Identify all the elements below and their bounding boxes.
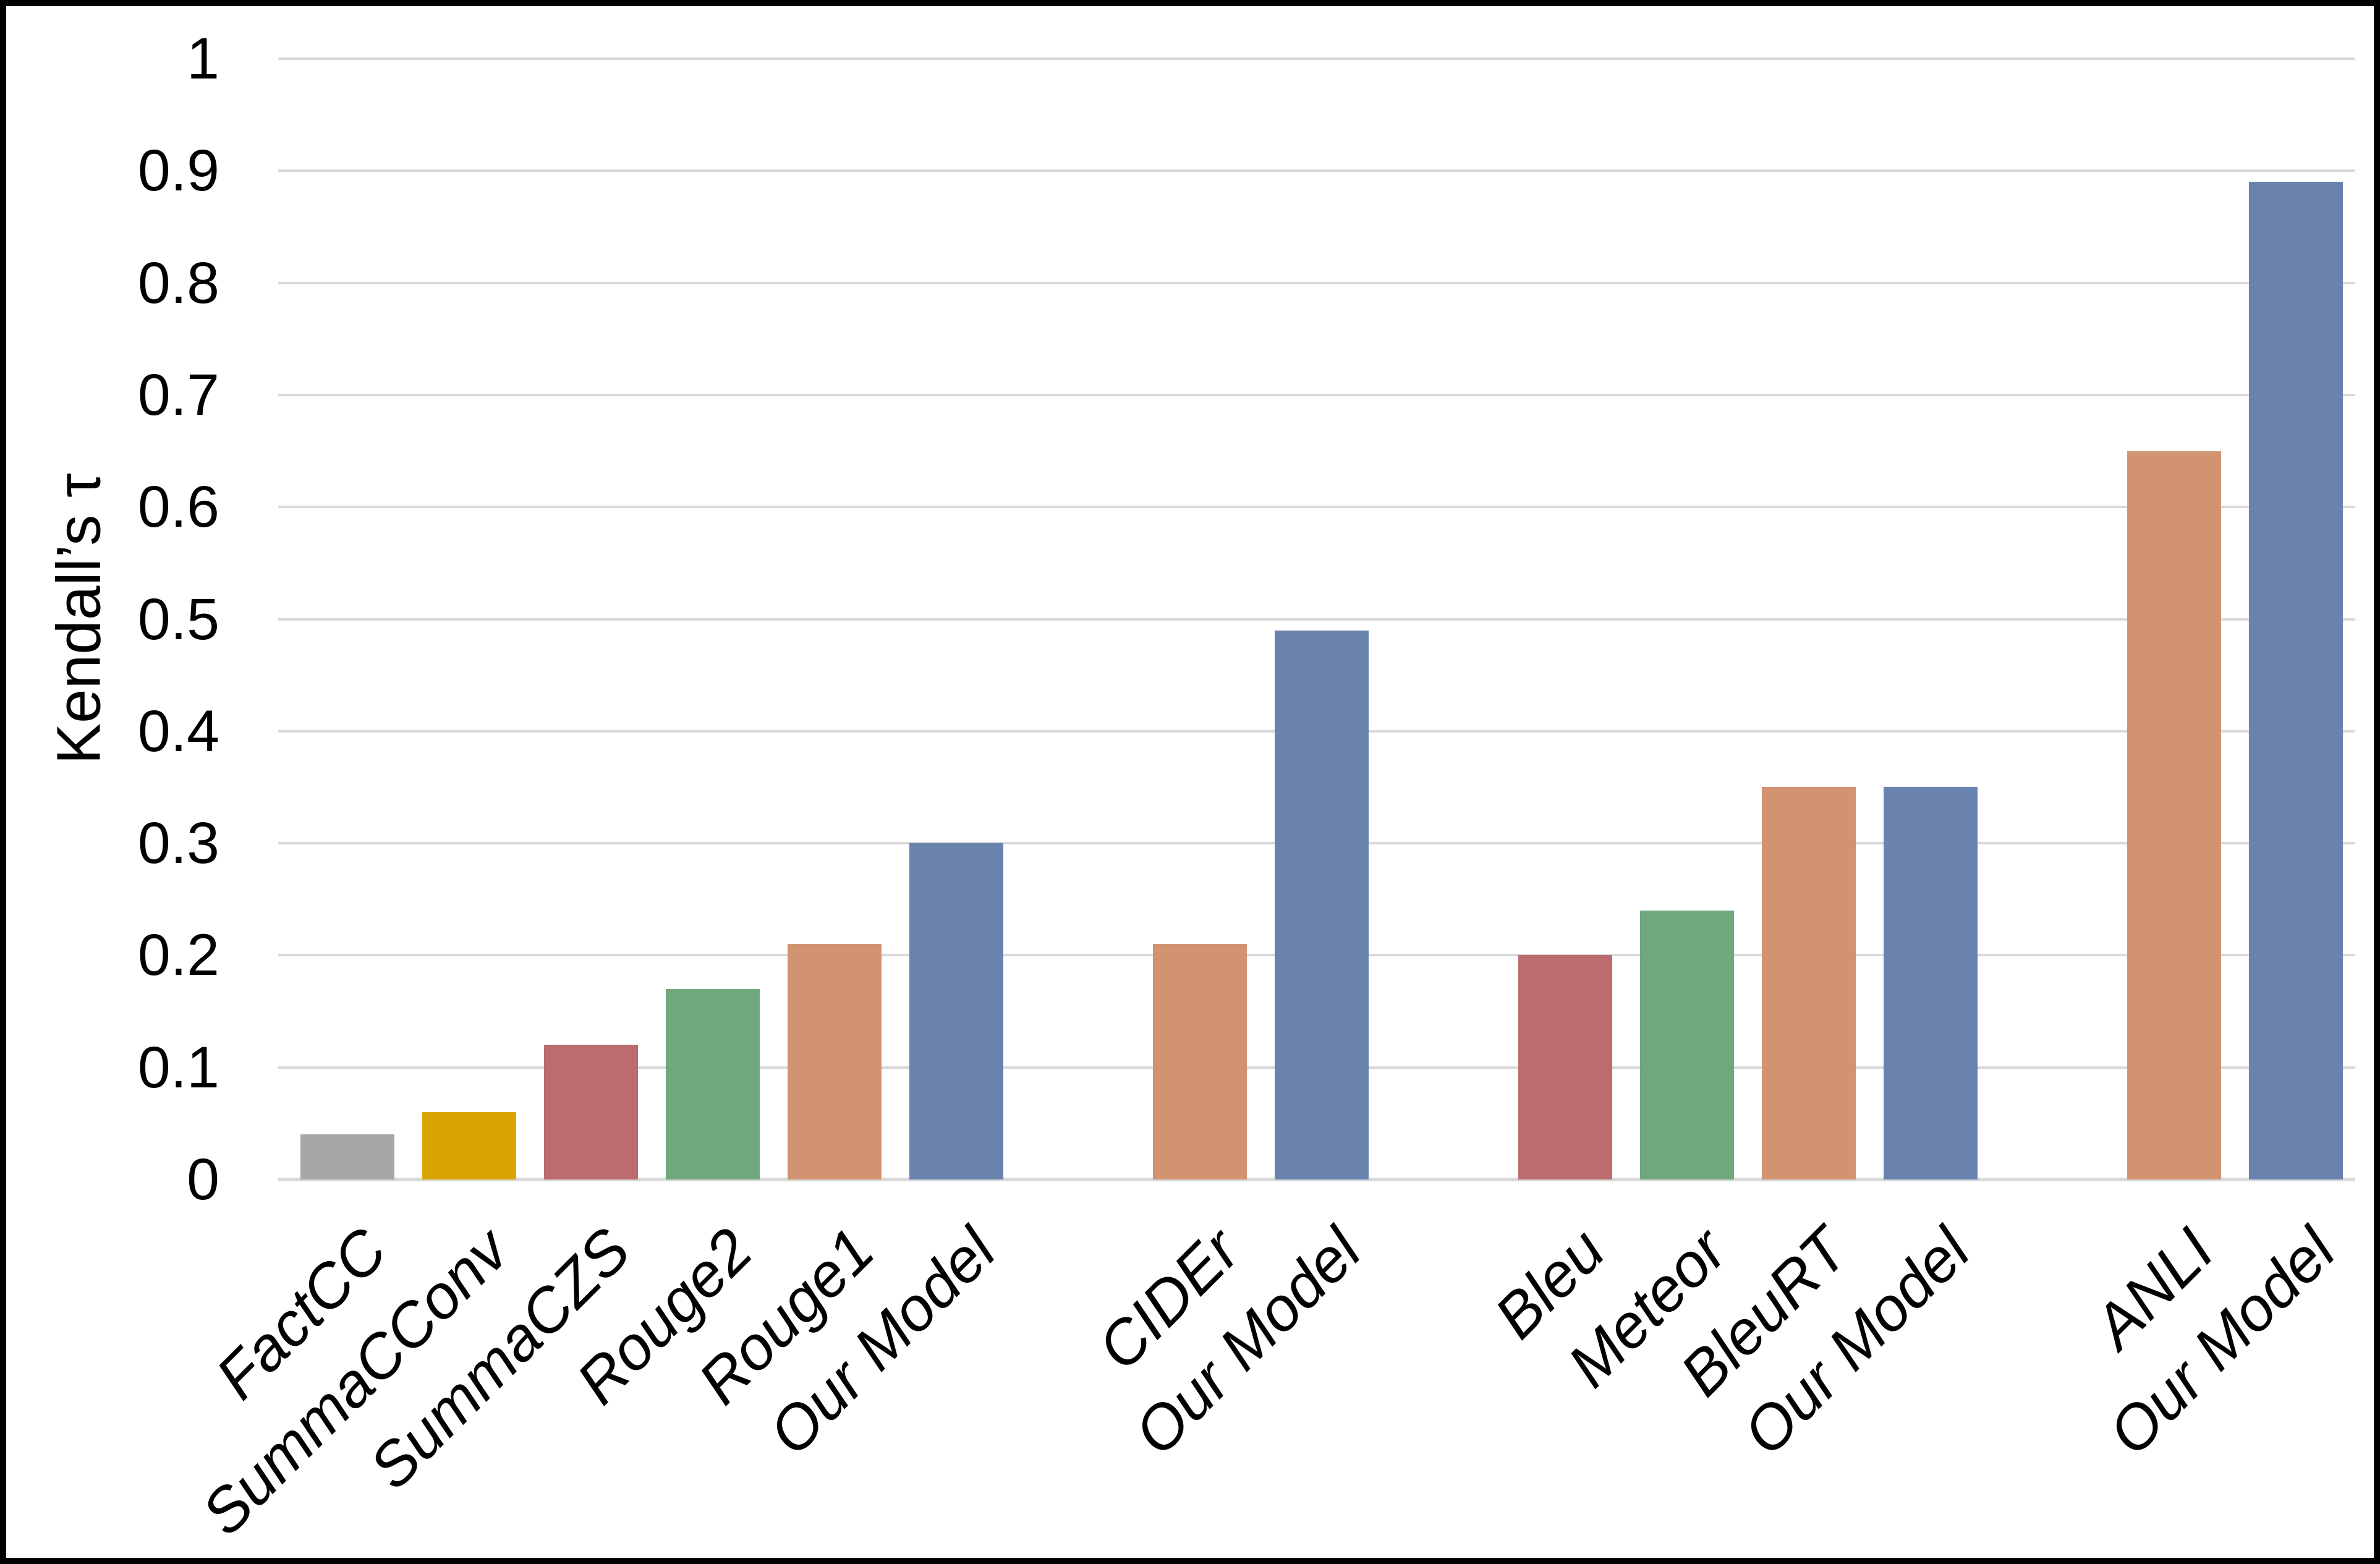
y-tick-label: 0.4 <box>137 698 219 764</box>
bar-our-model <box>2249 182 2343 1179</box>
gridline <box>278 393 2355 396</box>
bar-summaczs <box>544 1045 638 1179</box>
gridline <box>278 57 2355 60</box>
bar-bleurt <box>1762 787 1856 1179</box>
bar-bleu <box>1518 955 1612 1179</box>
y-tick-label: 0.3 <box>137 810 219 877</box>
y-tick-label: 1 <box>187 26 219 91</box>
x-axis-line <box>278 1178 2355 1181</box>
bar-rouge1 <box>788 944 882 1179</box>
y-tick-label: 0 <box>187 1147 219 1212</box>
y-tick-label: 0.1 <box>137 1034 219 1100</box>
gridline <box>278 506 2355 509</box>
y-tick-label: 0.9 <box>137 138 219 204</box>
bar-meteor <box>1640 910 1734 1179</box>
bar-factcc <box>300 1134 394 1179</box>
gridline <box>278 169 2355 172</box>
bar-anli <box>2127 451 2221 1179</box>
bar-summacconv <box>422 1112 516 1179</box>
gridline <box>278 281 2355 284</box>
bar-our-model <box>909 843 1003 1179</box>
y-tick-label: 0.7 <box>137 362 219 428</box>
y-tick-label: 0.6 <box>137 474 219 540</box>
y-tick-label: 0.8 <box>137 250 219 316</box>
bar-rouge2 <box>666 988 760 1179</box>
bar-our-model <box>1275 630 1369 1179</box>
y-tick-label: 0.2 <box>137 922 219 988</box>
bar-our-model <box>1884 787 1978 1179</box>
y-tick-label: 0.5 <box>137 586 219 652</box>
bar-cider <box>1153 944 1247 1179</box>
plot-area <box>278 57 2355 1181</box>
gridline <box>278 618 2355 621</box>
